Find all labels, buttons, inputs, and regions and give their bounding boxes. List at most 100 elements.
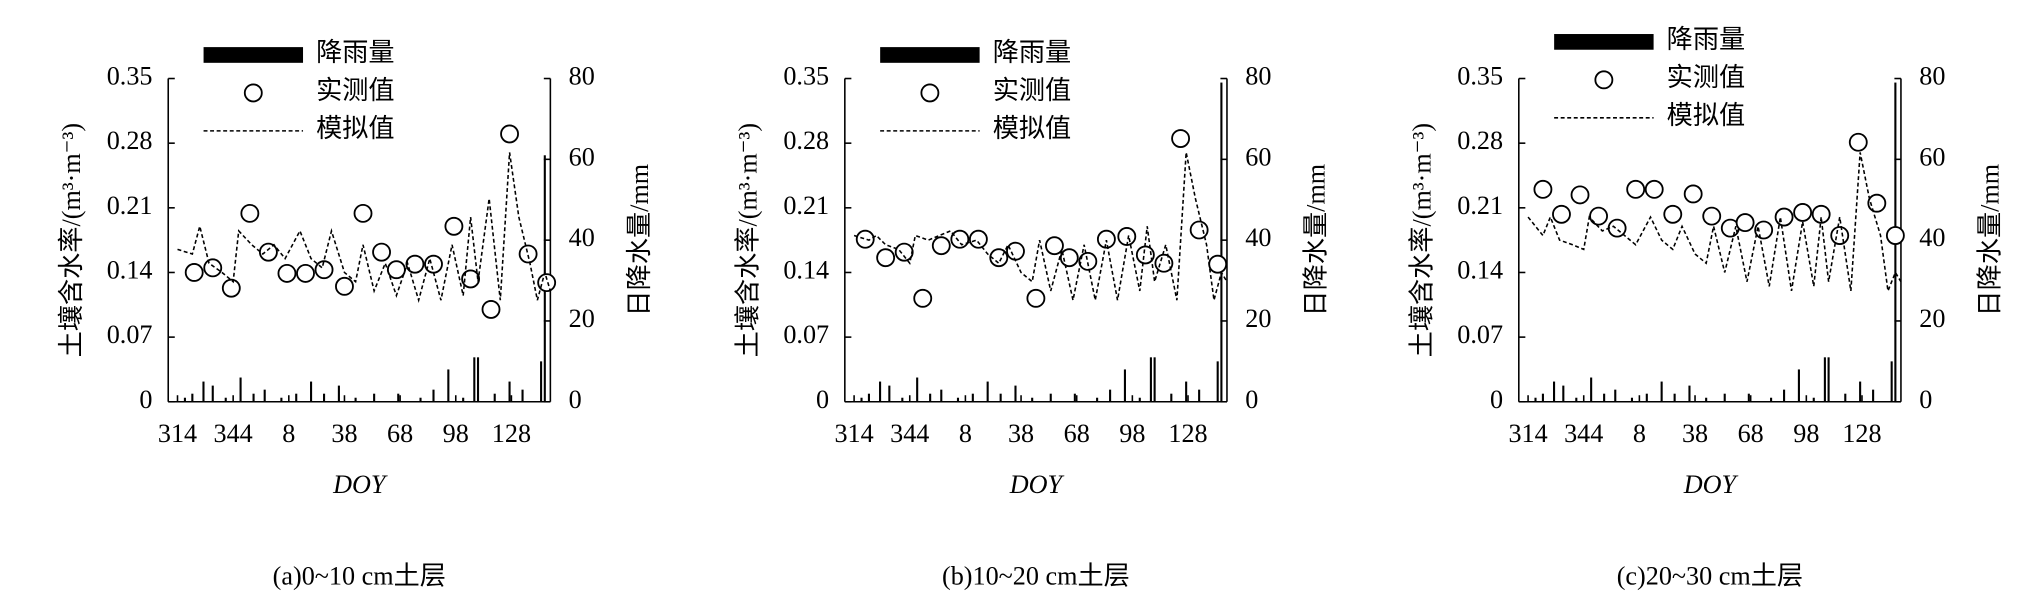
measured-point — [335, 276, 354, 296]
x-tick-label: 98 — [1793, 419, 1819, 448]
rain-bar — [508, 381, 511, 402]
measured-point — [931, 236, 951, 256]
x-tick-label: 344 — [214, 419, 253, 448]
panel: 0 0.07 0.14 0.21 0.28 0.35 0 20 40 60 80 314 344 8 38 6… — [734, 38, 1331, 590]
rain-bar — [867, 393, 870, 402]
x-tick-label: 68 — [1064, 419, 1090, 448]
rain-bar — [1673, 393, 1676, 402]
rain-bar — [1890, 361, 1893, 402]
y2-tick-label: 0 — [569, 385, 582, 414]
y2-axis-label: 日降水量/mm — [1976, 164, 2005, 317]
rain-bar — [1645, 393, 1648, 402]
x-tick-label: 128 — [492, 419, 531, 448]
rain-bar — [1688, 385, 1691, 402]
y-tick-label: 0.07 — [783, 320, 829, 349]
rain-bar — [1149, 357, 1152, 402]
caption: (c)20~30 cm土层 — [1617, 561, 1803, 590]
rain-bar — [916, 377, 919, 402]
rain-bar — [373, 393, 376, 402]
measured-point — [1096, 229, 1116, 249]
rain-bar — [1783, 389, 1786, 402]
x-tick-label: 128 — [1168, 419, 1207, 448]
rain-bar — [1153, 357, 1156, 402]
legend-label: 模拟值 — [316, 114, 394, 143]
measured-point — [876, 248, 896, 268]
y-axis-label: 土壤含水率/(m³·m⁻³) — [734, 123, 763, 357]
simulated-line — [1527, 152, 1902, 294]
y-tick-label: 0.07 — [1457, 320, 1503, 349]
rain-bar — [929, 393, 932, 402]
y-tick-label: 0.07 — [107, 320, 153, 349]
legend-label: 模拟值 — [993, 114, 1071, 143]
y2-tick-label: 60 — [569, 142, 595, 171]
rain-bar — [432, 389, 435, 402]
rain-bar — [224, 397, 227, 402]
rain-bar — [940, 389, 943, 402]
measured-point — [424, 254, 443, 274]
measured-point — [1848, 132, 1868, 152]
measured-point — [1208, 254, 1228, 274]
x-tick-label: 314 — [834, 419, 873, 448]
y-tick-label: 0.35 — [783, 62, 829, 91]
rain-bar — [971, 393, 974, 402]
measured-point — [968, 229, 988, 249]
rain-bar — [1603, 393, 1606, 402]
rain-bar — [1185, 381, 1188, 402]
x-tick-label: 38 — [1008, 419, 1034, 448]
measured-point — [1867, 193, 1887, 213]
legend-label: 降雨量 — [993, 38, 1071, 67]
y2-tick-label: 80 — [569, 62, 595, 91]
x-tick-label: 68 — [387, 419, 413, 448]
rain-bar — [860, 397, 863, 402]
measured-point — [386, 260, 406, 280]
measured-point — [913, 288, 933, 308]
rain-bar — [473, 357, 476, 402]
y-tick-label: 0.14 — [1457, 255, 1503, 284]
y-tick-label: 0 — [1490, 385, 1503, 414]
y-tick-label: 0.28 — [1457, 126, 1503, 155]
y-axis-label: 土壤含水率/(m³·m⁻³) — [1408, 123, 1437, 357]
x-tick-label: 98 — [1119, 419, 1145, 448]
y2-tick-label: 20 — [569, 304, 595, 333]
measured-point — [1683, 184, 1703, 204]
legend-swatch — [920, 83, 940, 103]
rain-bar — [354, 397, 357, 402]
legend-swatch — [1594, 70, 1614, 90]
rain-bar — [999, 393, 1002, 402]
legend-label: 实测值 — [316, 76, 394, 105]
measured-point — [1171, 129, 1191, 148]
x-tick-label: 314 — [158, 419, 197, 448]
measured-point — [1006, 241, 1025, 261]
x-tick-label: 344 — [1564, 419, 1603, 448]
rain-bar — [1614, 389, 1617, 402]
measured-point — [1570, 185, 1590, 205]
measured-point — [240, 203, 260, 223]
x-tick-label: 128 — [1842, 419, 1881, 448]
measured-point — [1059, 248, 1079, 268]
rain-bar — [1812, 397, 1815, 402]
rain-bar — [252, 393, 255, 402]
y-axis-label: 土壤含水率/(m³·m⁻³) — [57, 123, 86, 357]
legend-swatch — [243, 83, 263, 103]
y-tick-label: 0 — [816, 385, 829, 414]
rain-bar — [1575, 397, 1578, 402]
rain-bar — [1541, 393, 1544, 402]
caption: (b)10~20 cm土层 — [942, 561, 1130, 590]
rain-bar — [1109, 389, 1112, 402]
measured-point — [1663, 204, 1683, 224]
rain-bar — [211, 385, 214, 402]
y2-tick-label: 20 — [1245, 304, 1271, 333]
measured-point — [1830, 226, 1850, 245]
x-tick-label: 38 — [331, 419, 357, 448]
y-tick-label: 0.21 — [783, 191, 829, 220]
measured-point — [277, 263, 297, 283]
rain-bar — [901, 397, 904, 402]
y2-axis-label: 日降水量/mm — [1302, 164, 1331, 317]
rain-bar — [1797, 369, 1800, 402]
measured-point — [1793, 203, 1813, 222]
rain-bar — [1872, 389, 1875, 402]
rain-bar — [888, 385, 891, 402]
measured-point — [314, 260, 334, 280]
measured-point — [1552, 204, 1571, 224]
measured-point — [500, 124, 519, 144]
